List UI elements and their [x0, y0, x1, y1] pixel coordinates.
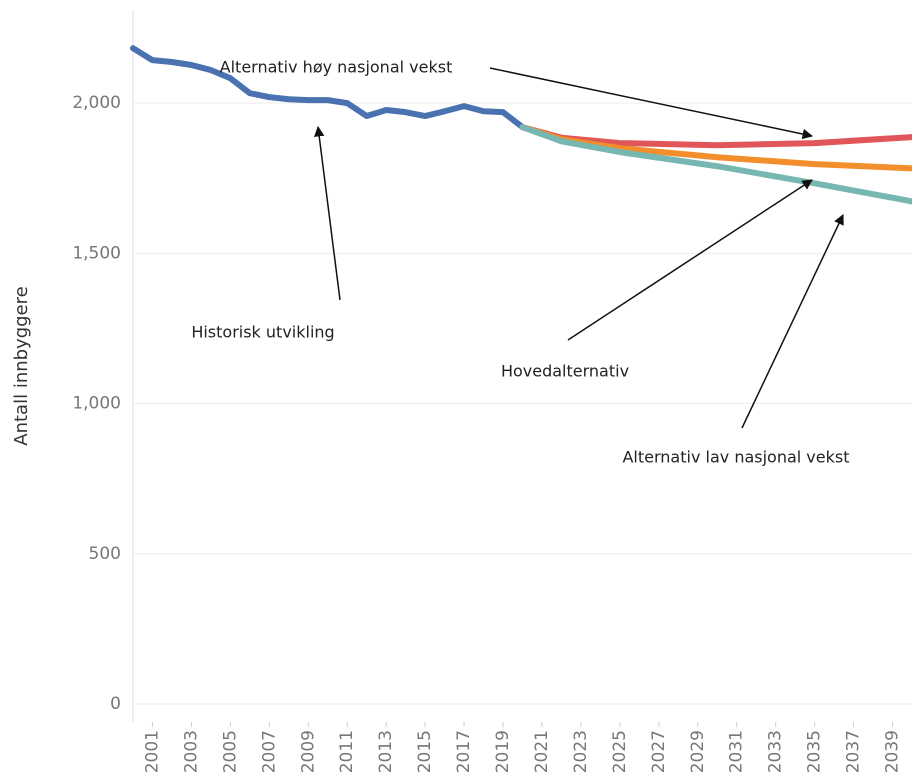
y-tick-label: 0: [110, 694, 121, 714]
series-line: [519, 124, 912, 205]
y-tick-label: 500: [89, 544, 121, 564]
annotation: Historisk utvikling: [191, 323, 334, 342]
annotation: Alternativ lav nasjonal vekst: [622, 448, 849, 467]
y-tick-label: 1,500: [72, 243, 121, 263]
x-tick-label: 2009: [298, 730, 318, 773]
x-tick-label: 2025: [610, 730, 630, 773]
y-tick-label: 1,000: [72, 394, 121, 414]
annotation: Alternativ høy nasjonal vekst: [220, 58, 453, 77]
annotation-arrow: [489, 67, 814, 140]
x-tick-label: 2029: [688, 730, 708, 773]
y-tick-label: 2,000: [72, 93, 121, 113]
x-tick-label: 2021: [532, 730, 552, 773]
x-tick-label: 2037: [844, 730, 864, 773]
x-tick-label: 2019: [493, 730, 513, 773]
annotation-arrow: [567, 179, 813, 341]
x-tick-label: 2011: [337, 730, 357, 773]
x-tick-label: 2023: [571, 730, 591, 773]
x-tick-label: 2013: [376, 730, 396, 773]
x-tick-label: 2007: [259, 730, 279, 773]
x-tick-label: 2003: [181, 730, 201, 773]
x-tick-label: 2005: [220, 730, 240, 773]
y-axis-label: Antall innbyggere: [11, 286, 32, 445]
x-tick-label: 2027: [649, 730, 669, 773]
x-tick-label: 2015: [415, 730, 435, 773]
x-tick-label: 2017: [454, 730, 474, 773]
series-line: [130, 45, 526, 131]
x-tick-label: 2033: [766, 730, 786, 773]
x-tick-label: 2001: [142, 730, 162, 773]
annotation-arrow: [741, 214, 844, 429]
annotation-arrow: [313, 125, 341, 301]
x-tick-label: 2039: [883, 730, 903, 773]
annotation: Hovedalternativ: [501, 362, 629, 381]
x-tick-label: 2035: [805, 730, 825, 773]
x-tick-label: 2031: [727, 730, 747, 773]
